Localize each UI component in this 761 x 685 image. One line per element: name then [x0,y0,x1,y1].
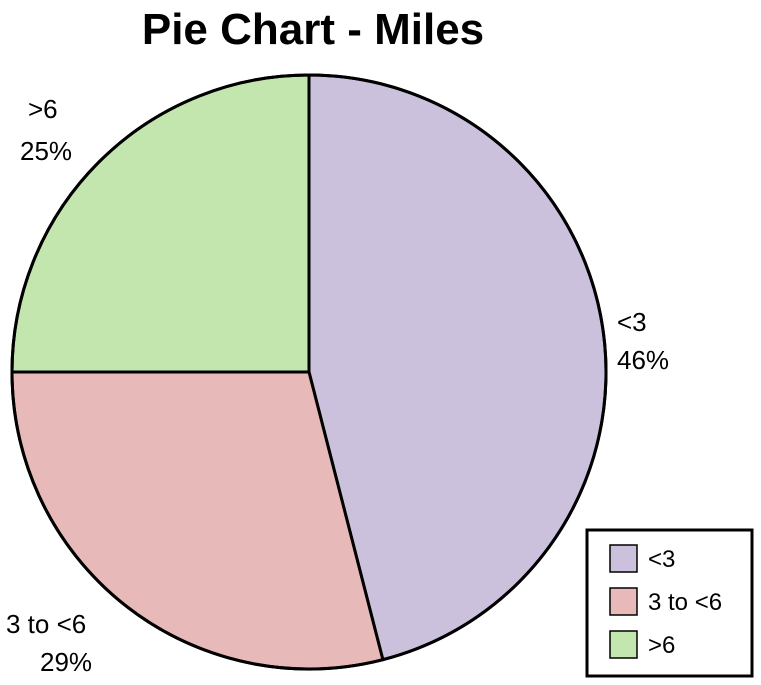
slice-label-percent: 25% [20,136,72,166]
legend: <3 3 to <6 >6 [585,528,754,678]
slice-label-category: 3 to <6 [6,609,86,639]
legend-swatch [609,587,638,616]
slice-labels: <3 46% 3 to <6 29% >6 25% [6,94,669,677]
legend-label: 3 to <6 [648,589,722,616]
legend-swatch [609,630,638,659]
slice-label-percent: 46% [617,345,669,375]
pie-slices [10,73,608,671]
pie-outline [10,73,608,671]
legend-entries: <3 3 to <6 >6 [609,544,722,659]
legend-label: <3 [648,546,675,573]
slice-label-percent: 29% [40,647,92,677]
slice-label-category: <3 [617,307,647,337]
chart-title: Pie Chart - Miles [142,5,484,54]
legend-label: >6 [648,632,675,659]
slice-label-category: >6 [28,94,58,124]
legend-swatch [609,544,638,573]
